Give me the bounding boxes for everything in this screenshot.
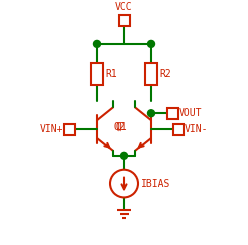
Text: Q2: Q2	[113, 122, 125, 132]
Text: VIN-: VIN-	[185, 124, 209, 134]
Circle shape	[148, 40, 155, 47]
Text: VIN+: VIN+	[39, 124, 63, 134]
Text: R2: R2	[159, 69, 171, 79]
Bar	[119, 15, 129, 25]
Bar	[64, 124, 75, 135]
Text: IBIAS: IBIAS	[141, 179, 170, 189]
Circle shape	[148, 110, 155, 117]
Text: Q1: Q1	[116, 122, 128, 132]
Text: R1: R1	[105, 69, 117, 79]
Circle shape	[93, 40, 100, 47]
Bar	[145, 63, 157, 85]
Text: VCC: VCC	[115, 2, 133, 12]
Circle shape	[121, 152, 127, 159]
Bar	[167, 108, 178, 119]
Text: VOUT: VOUT	[179, 108, 203, 118]
Bar	[173, 124, 184, 135]
Circle shape	[110, 170, 138, 197]
Bar	[91, 63, 103, 85]
